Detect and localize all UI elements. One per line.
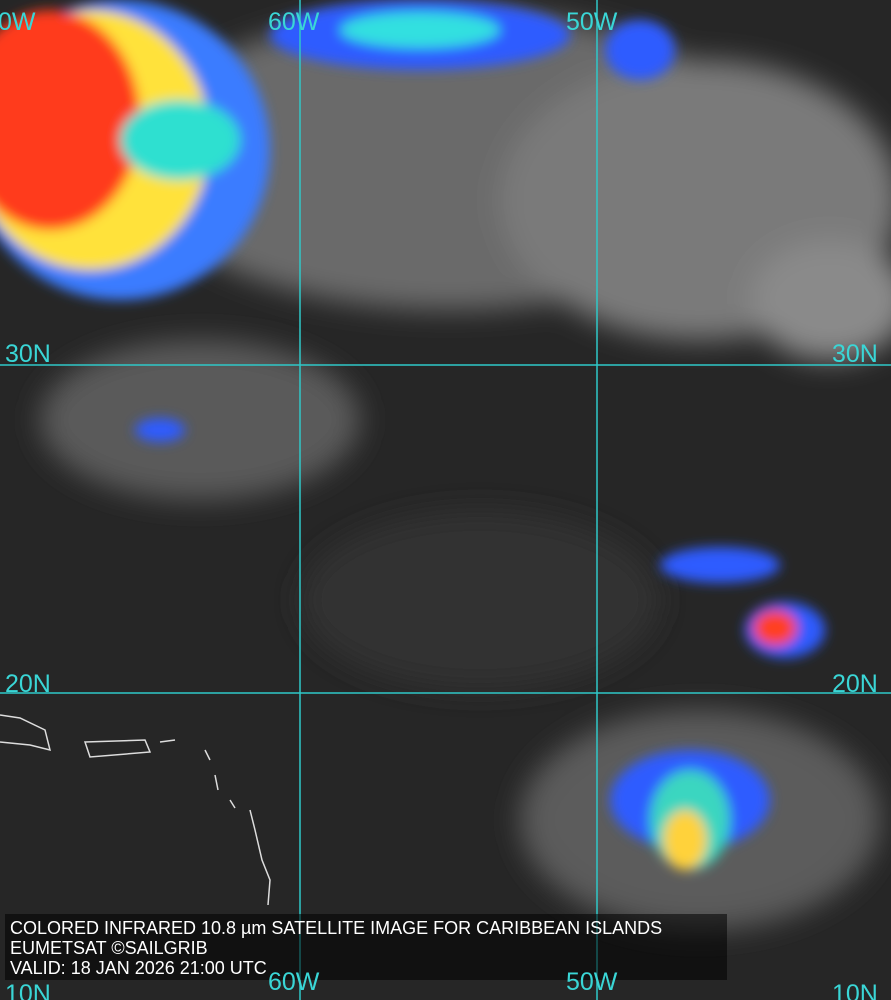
lat-label: 10N: [5, 980, 51, 1000]
caption-line: EUMETSAT ©SAILGRIB: [10, 938, 208, 958]
cold-cloud-tops: [0, 0, 825, 870]
lat-label: 10N: [832, 980, 878, 1000]
lon-label: 50W: [566, 8, 618, 36]
lon-label: 50W: [566, 968, 618, 996]
clouds: [40, 10, 891, 930]
lon-label: 60W: [268, 8, 320, 36]
lat-label: 20N: [832, 670, 878, 698]
caption-line: VALID: 18 JAN 2026 21:00 UTC: [10, 958, 267, 978]
caption-line: COLORED INFRARED 10.8 µm SATELLITE IMAGE…: [10, 918, 662, 938]
caption-box: [5, 914, 727, 980]
lat-label: 20N: [5, 670, 51, 698]
lat-label: 30N: [5, 340, 51, 368]
coastlines: [0, 714, 271, 906]
lon-label: 60W: [268, 968, 320, 996]
lon-label: 0W: [0, 8, 36, 36]
lat-label: 30N: [832, 340, 878, 368]
